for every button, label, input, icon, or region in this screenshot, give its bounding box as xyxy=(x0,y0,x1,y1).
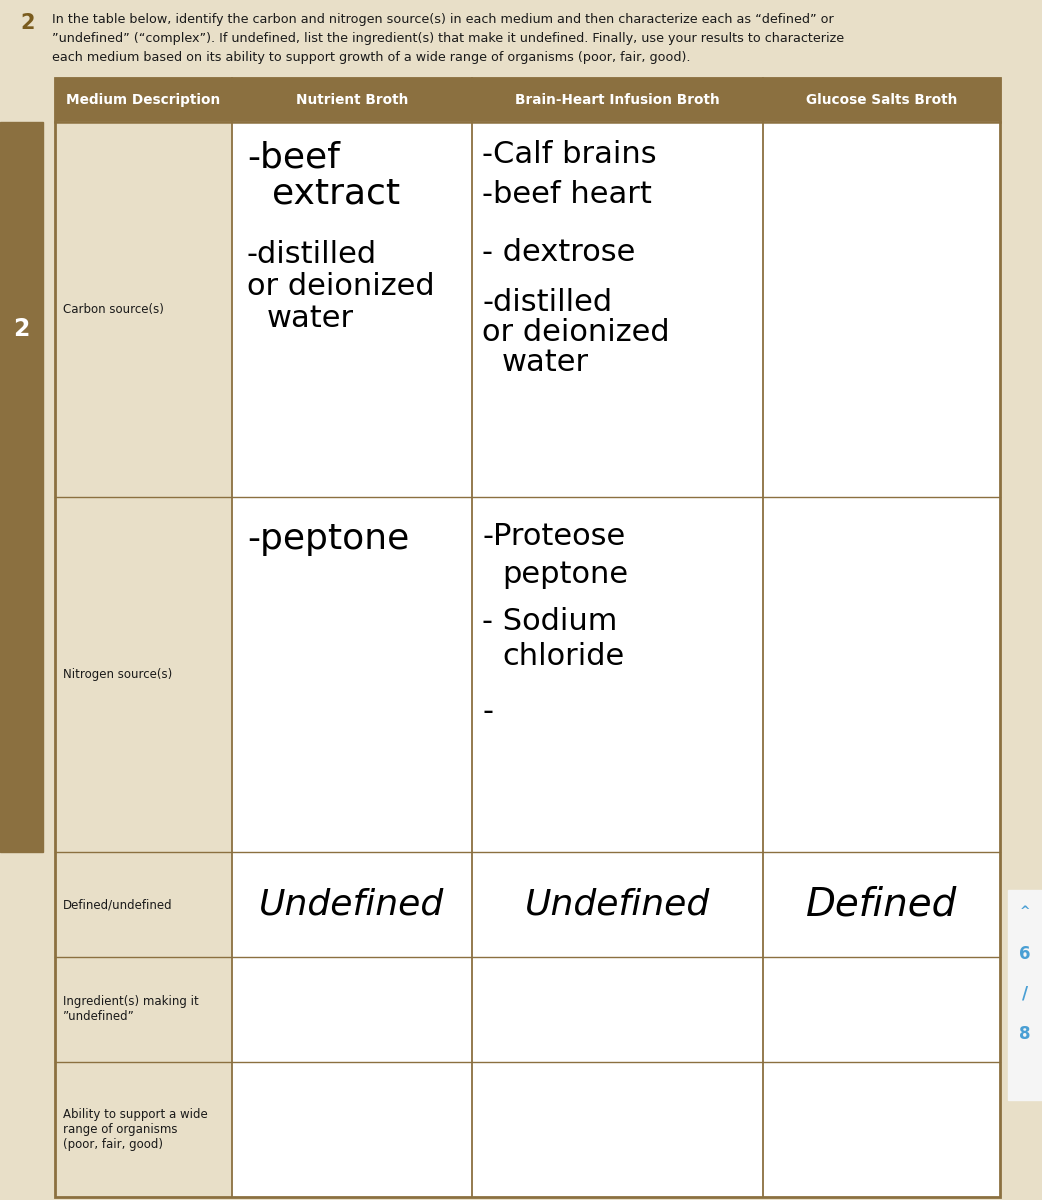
Text: extract: extract xyxy=(272,176,400,210)
Text: Defined/undefined: Defined/undefined xyxy=(63,898,173,911)
Text: Carbon source(s): Carbon source(s) xyxy=(63,302,164,316)
Text: Ingredient(s) making it
”undefined”: Ingredient(s) making it ”undefined” xyxy=(63,996,199,1024)
Bar xyxy=(763,497,1000,852)
Text: -distilled: -distilled xyxy=(247,240,377,269)
Text: -peptone: -peptone xyxy=(247,522,410,556)
Text: chloride: chloride xyxy=(502,642,624,671)
Bar xyxy=(232,1062,472,1198)
Text: ^: ^ xyxy=(1020,905,1031,918)
Bar xyxy=(472,122,763,497)
Text: water: water xyxy=(502,348,589,377)
Bar xyxy=(472,852,763,958)
Bar xyxy=(55,497,232,852)
Text: - Sodium: - Sodium xyxy=(482,607,617,636)
Text: 2: 2 xyxy=(21,13,35,32)
Bar xyxy=(232,958,472,1062)
Text: Nitrogen source(s): Nitrogen source(s) xyxy=(63,668,172,680)
Text: - dextrose: - dextrose xyxy=(482,238,636,266)
Bar xyxy=(232,852,472,958)
Text: water: water xyxy=(267,304,354,332)
Text: /: / xyxy=(1022,985,1028,1003)
Bar xyxy=(55,122,232,497)
Bar xyxy=(472,958,763,1062)
Text: Defined: Defined xyxy=(805,886,958,924)
Text: Medium Description: Medium Description xyxy=(67,92,221,107)
Bar xyxy=(472,497,763,852)
Bar xyxy=(232,497,472,852)
Text: Undefined: Undefined xyxy=(259,888,445,922)
Bar xyxy=(763,78,1000,122)
Bar xyxy=(472,1062,763,1198)
Text: Glucose Salts Broth: Glucose Salts Broth xyxy=(805,92,958,107)
Text: Undefined: Undefined xyxy=(525,888,711,922)
Text: each medium based on its ability to support growth of a wide range of organisms : each medium based on its ability to supp… xyxy=(52,50,691,64)
Bar xyxy=(55,78,232,122)
Bar xyxy=(55,958,232,1062)
Bar xyxy=(232,122,472,497)
Text: peptone: peptone xyxy=(502,560,628,589)
Text: -: - xyxy=(482,697,493,726)
Text: In the table below, identify the carbon and nitrogen source(s) in each medium an: In the table below, identify the carbon … xyxy=(52,13,834,26)
Bar xyxy=(472,78,763,122)
Bar xyxy=(1008,890,1042,1100)
Bar xyxy=(763,122,1000,497)
Text: -Calf brains: -Calf brains xyxy=(482,140,656,169)
Text: -distilled: -distilled xyxy=(482,288,612,317)
Text: Nutrient Broth: Nutrient Broth xyxy=(296,92,408,107)
Bar xyxy=(763,958,1000,1062)
Bar xyxy=(55,852,232,958)
Bar xyxy=(763,1062,1000,1198)
Text: 2: 2 xyxy=(14,318,29,342)
Text: -beef heart: -beef heart xyxy=(482,180,652,209)
Bar xyxy=(55,1062,232,1198)
Text: or deionized: or deionized xyxy=(247,272,435,301)
Bar xyxy=(763,852,1000,958)
Text: 6: 6 xyxy=(1019,946,1031,962)
Bar xyxy=(232,78,472,122)
Text: -beef: -beef xyxy=(247,140,340,174)
Text: Brain-Heart Infusion Broth: Brain-Heart Infusion Broth xyxy=(515,92,720,107)
Bar xyxy=(0,122,43,852)
Text: 8: 8 xyxy=(1019,1025,1031,1043)
Text: Ability to support a wide
range of organisms
(poor, fair, good): Ability to support a wide range of organ… xyxy=(63,1108,207,1151)
Text: -Proteose: -Proteose xyxy=(482,522,625,551)
Text: ”undefined” (“complex”). If undefined, list the ingredient(s) that make it undef: ”undefined” (“complex”). If undefined, l… xyxy=(52,32,844,44)
Text: or deionized: or deionized xyxy=(482,318,670,347)
